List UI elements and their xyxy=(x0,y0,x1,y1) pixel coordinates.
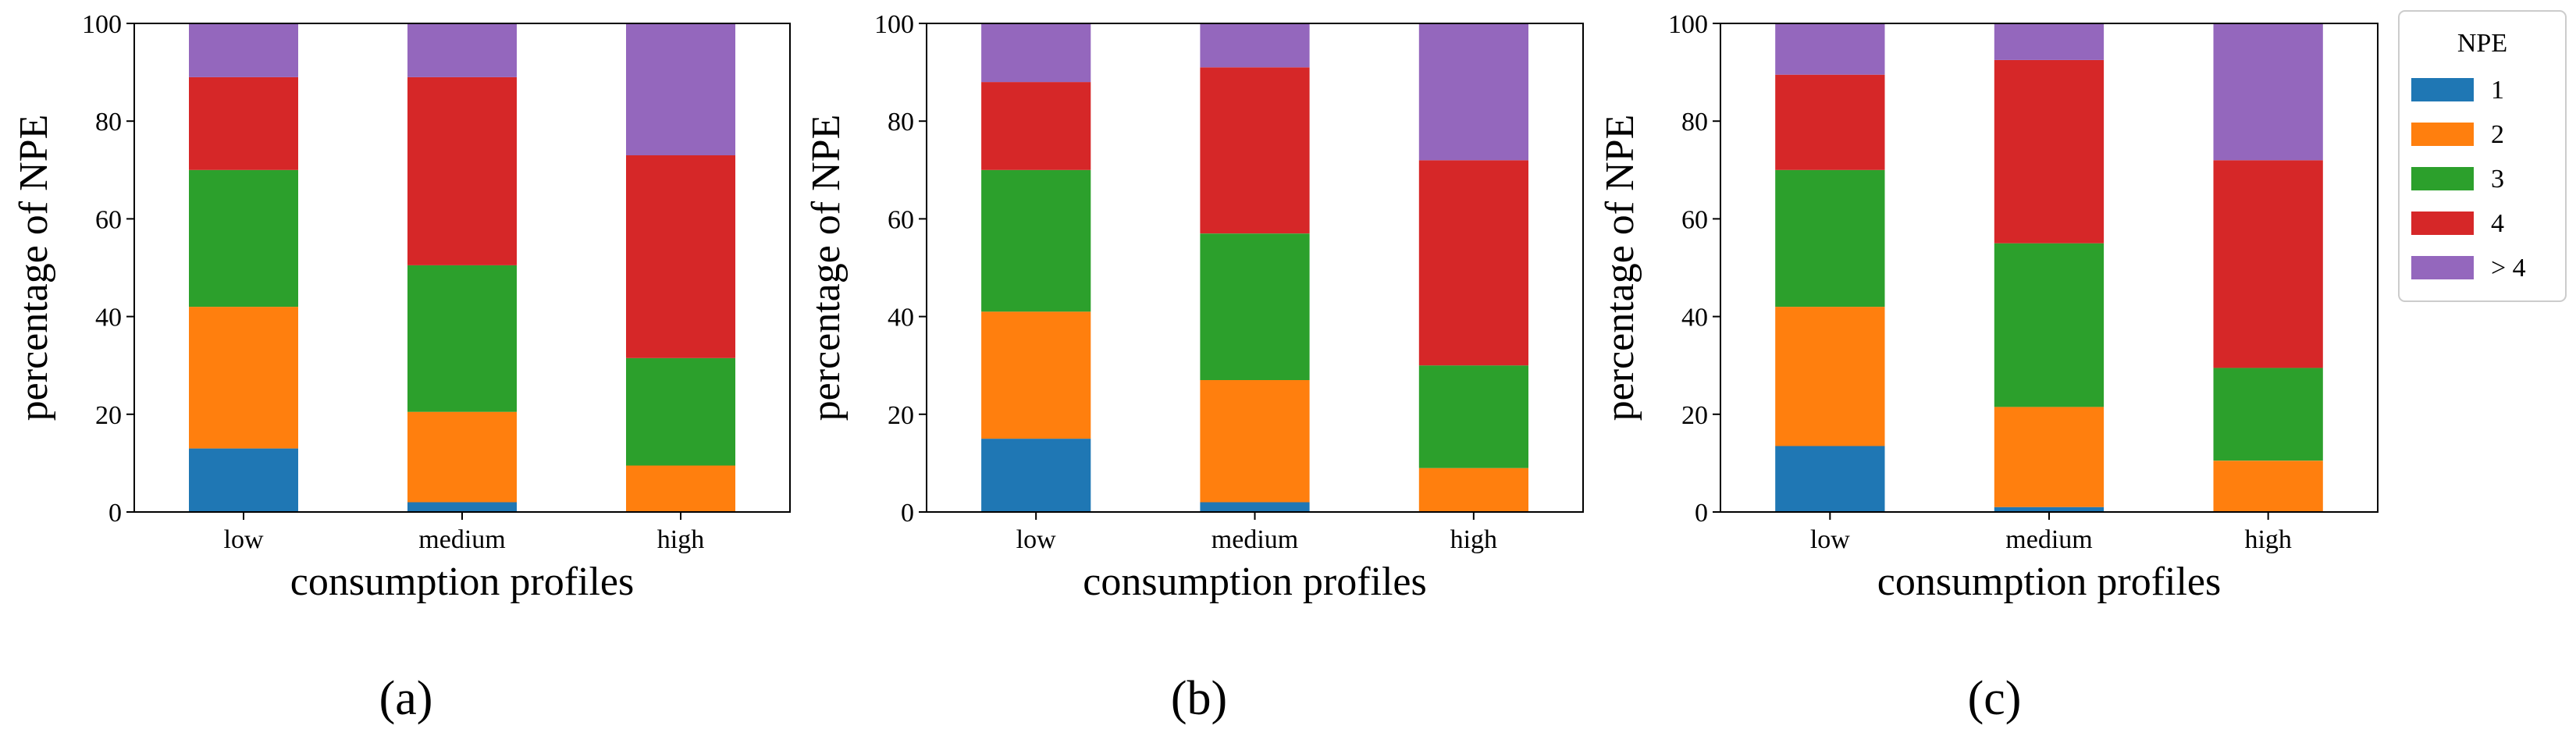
bar-segment-medium-2 xyxy=(407,411,517,503)
y-axis-title: percentage of NPE xyxy=(12,115,56,421)
bar-segment-low-4 xyxy=(1775,74,1885,170)
bar-segment-high-gtgt4 xyxy=(626,23,735,155)
bar-segment-medium-4 xyxy=(1200,67,1310,234)
y-tick-label: 80 xyxy=(888,108,914,137)
y-tick-label: 40 xyxy=(1681,304,1708,332)
bar-segment-high-4 xyxy=(1418,160,1528,366)
y-tick-label: 0 xyxy=(109,499,122,528)
panel-label: (c) xyxy=(1968,672,2022,725)
x-tick-label: high xyxy=(1450,525,1497,554)
bar-segment-high-2 xyxy=(1418,467,1528,512)
bar-segment-high-4 xyxy=(626,155,735,358)
x-tick-label: low xyxy=(1016,525,1056,554)
y-axis-title: percentage of NPE xyxy=(1598,115,1642,421)
y-tick-label: 20 xyxy=(888,401,914,430)
legend-label: 3 xyxy=(2491,165,2504,194)
legend-swatch xyxy=(2411,123,2474,146)
x-axis-title: consumption profiles xyxy=(1083,560,1427,604)
bar-segment-low-2 xyxy=(981,311,1091,439)
bar-segment-medium-2 xyxy=(1200,380,1310,503)
legend-title: NPE xyxy=(2457,29,2507,58)
x-tick-label: medium xyxy=(2005,525,2092,554)
bar-segment-high-2 xyxy=(626,465,735,512)
legend-swatch xyxy=(2411,212,2474,235)
y-tick-label: 20 xyxy=(95,401,122,430)
y-tick-label: 100 xyxy=(82,10,122,39)
legend-label: 4 xyxy=(2491,209,2504,238)
y-axis-title: percentage of NPE xyxy=(804,115,849,421)
bar-segment-medium-3 xyxy=(1994,243,2105,407)
bar-segment-medium-3 xyxy=(407,265,517,412)
y-tick-label: 40 xyxy=(888,304,914,332)
bar-segment-medium-3 xyxy=(1200,233,1310,380)
bar-segment-low-1 xyxy=(1775,446,1885,512)
y-tick-label: 60 xyxy=(1681,205,1708,234)
y-tick-label: 40 xyxy=(95,304,122,332)
bar-segment-high-3 xyxy=(1418,365,1528,468)
bar-segment-high-gtgt4 xyxy=(2213,23,2323,161)
y-tick-label: 100 xyxy=(874,10,914,39)
bar-segment-low-gtgt4 xyxy=(981,23,1091,83)
bar-segment-medium-gtgt4 xyxy=(407,23,517,77)
y-tick-label: 0 xyxy=(901,499,914,528)
legend-swatch xyxy=(2411,78,2474,101)
bar-segment-medium-1 xyxy=(1200,502,1310,512)
bar-segment-low-gtgt4 xyxy=(189,23,298,77)
x-tick-label: low xyxy=(1810,525,1850,554)
x-axis-title: consumption profiles xyxy=(1877,560,2222,604)
y-tick-label: 60 xyxy=(95,205,122,234)
x-tick-label: high xyxy=(657,525,704,554)
bar-segment-high-3 xyxy=(2213,368,2323,461)
bar-segment-low-2 xyxy=(189,307,298,449)
y-tick-label: 20 xyxy=(1681,401,1708,430)
bar-segment-low-3 xyxy=(981,169,1091,312)
y-tick-label: 0 xyxy=(1695,499,1708,528)
x-tick-label: medium xyxy=(1212,525,1298,554)
bar-segment-low-1 xyxy=(189,448,298,512)
y-tick-label: 80 xyxy=(95,108,122,137)
bar-segment-medium-gtgt4 xyxy=(1994,23,2105,60)
bar-segment-low-4 xyxy=(189,76,298,170)
bar-segment-medium-2 xyxy=(1994,407,2105,507)
y-tick-label: 60 xyxy=(888,205,914,234)
bar-segment-medium-1 xyxy=(1994,507,2105,512)
bar-segment-medium-4 xyxy=(1994,59,2105,244)
legend: NPE 1 2 3 4 > 4 xyxy=(2398,10,2567,302)
x-tick-label: high xyxy=(2244,525,2291,554)
bar-segment-low-1 xyxy=(981,439,1091,512)
chart-panel-1: 0 20 40 60 80 100 low medium high consumption pro… xyxy=(12,10,791,725)
bar-segment-medium-gtgt4 xyxy=(1200,23,1310,68)
bar-segment-medium-1 xyxy=(407,502,517,512)
bar-segment-medium-4 xyxy=(407,76,517,265)
bar-segment-low-gtgt4 xyxy=(1775,23,1885,75)
x-tick-label: medium xyxy=(418,525,505,554)
chart-panel-3: 0 20 40 60 80 100 low medium high consumption pro… xyxy=(1598,10,2567,725)
bar-segment-high-2 xyxy=(2213,460,2323,512)
panel-label: (b) xyxy=(1171,672,1227,725)
bar-segment-high-gtgt4 xyxy=(1418,23,1528,161)
bar-segment-low-4 xyxy=(981,82,1091,170)
legend-swatch xyxy=(2411,256,2474,279)
legend-label: 1 xyxy=(2491,76,2504,105)
legend-label: > 4 xyxy=(2491,254,2526,283)
y-tick-label: 80 xyxy=(1681,108,1708,137)
x-axis-title: consumption profiles xyxy=(290,560,635,604)
chart-panel-2: 0 20 40 60 80 100 low medium high consumption pro… xyxy=(804,10,1584,725)
bar-segment-high-3 xyxy=(626,357,735,466)
legend-label: 2 xyxy=(2491,120,2504,149)
bar-segment-low-3 xyxy=(189,169,298,308)
y-tick-label: 100 xyxy=(1668,10,1708,39)
bar-segment-high-4 xyxy=(2213,160,2323,368)
legend-swatch xyxy=(2411,167,2474,190)
x-tick-label: low xyxy=(224,525,264,554)
panel-label: (a) xyxy=(379,672,433,725)
bar-segment-low-3 xyxy=(1775,169,1885,308)
bar-segment-low-2 xyxy=(1775,307,1885,446)
